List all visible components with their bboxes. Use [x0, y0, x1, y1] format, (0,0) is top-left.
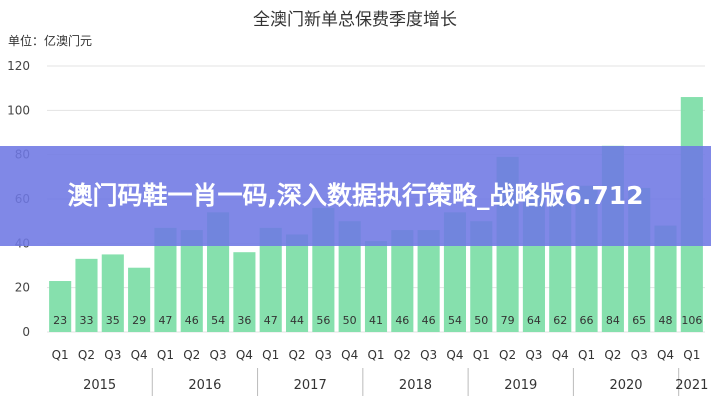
x-tick-label: Q3: [315, 348, 332, 362]
y-tick-label: 0: [22, 325, 30, 339]
x-tick-label: Q1: [578, 348, 595, 362]
bar-value-label: 33: [79, 314, 93, 327]
x-tick-label: Q2: [183, 348, 200, 362]
bar-value-label: 36: [237, 314, 251, 327]
x-tick-label: Q2: [499, 348, 516, 362]
bar-value-label: 64: [527, 314, 541, 327]
year-label: 2020: [609, 378, 642, 393]
x-tick-label: Q4: [341, 348, 358, 362]
overlay-banner: 澳门码鞋一肖一码,深入数据执行策略_战略版6.712: [0, 146, 711, 246]
year-label: 2019: [504, 378, 537, 393]
x-tick-label: Q1: [157, 348, 174, 362]
bar: [391, 230, 414, 332]
year-label: 2015: [83, 378, 116, 393]
bar-value-label: 46: [395, 314, 409, 327]
bar-value-label: 62: [553, 314, 567, 327]
bar-value-label: 29: [132, 314, 146, 327]
bar: [180, 230, 203, 332]
x-tick-label: Q1: [473, 348, 490, 362]
chart-title: 全澳门新单总保费季度增长: [253, 10, 457, 30]
bar: [285, 234, 309, 332]
bar-value-label: 48: [659, 314, 673, 327]
y-tick-label: 100: [7, 103, 30, 117]
bar: [49, 281, 72, 332]
x-tick-label: Q2: [78, 348, 95, 362]
bar-value-label: 46: [422, 314, 436, 327]
bar-value-label: 47: [158, 314, 172, 327]
data-labels: 23 33 35 29 47 46 54 36 47 44 56 50 41 46 46 54 50 79 64 62…: [53, 314, 702, 327]
bar: [417, 230, 440, 332]
bar: [259, 227, 282, 332]
bar: [364, 241, 388, 332]
bar-value-label: 54: [211, 314, 225, 327]
bar-value-label: 54: [448, 314, 462, 327]
x-tick-label: Q1: [683, 348, 700, 362]
bar: [233, 252, 256, 332]
bar-value-label: 23: [53, 314, 67, 327]
x-tick-label: Q2: [394, 348, 411, 362]
x-tick-label: Q4: [552, 348, 569, 362]
bar-value-label: 46: [185, 314, 199, 327]
x-axis-quarter-ticks: Q1 Q2 Q3 Q4 Q1 Q2 Q3 Q4 Q1 Q2 Q3 Q4 Q1 Q2 Q3 Q4 Q1 Q2 Q3 Q4…: [52, 348, 701, 362]
bar-value-label: 65: [632, 314, 646, 327]
year-label: 2016: [188, 378, 221, 393]
year-label: 2018: [399, 378, 432, 393]
bar-value-label: 35: [106, 314, 120, 327]
x-tick-label: Q3: [210, 348, 227, 362]
x-axis-year-groups: 2015 2016 2017 2018 2019 2020 2021: [83, 368, 708, 396]
unit-label: 单位：亿澳门元: [8, 33, 92, 48]
bar-value-label: 66: [580, 314, 594, 327]
bar: [654, 225, 677, 332]
x-tick-label: Q3: [104, 348, 121, 362]
year-label: 2021: [675, 378, 708, 393]
bar: [470, 221, 493, 332]
x-tick-label: Q4: [657, 348, 674, 362]
bar-value-label: 84: [606, 314, 620, 327]
bar-value-label: 47: [264, 314, 278, 327]
x-tick-label: Q2: [604, 348, 621, 362]
y-tick-label: 20: [15, 281, 30, 295]
bar-value-label: 50: [474, 314, 488, 327]
bar: [75, 258, 98, 332]
bar: [154, 227, 177, 332]
bar: [128, 267, 151, 332]
bar-value-label: 79: [501, 314, 515, 327]
bar: [338, 221, 361, 332]
x-tick-label: Q4: [446, 348, 463, 362]
x-tick-label: Q3: [631, 348, 648, 362]
bar-value-label: 50: [343, 314, 357, 327]
x-tick-label: Q4: [131, 348, 148, 362]
x-tick-label: Q4: [236, 348, 253, 362]
bar-value-label: 56: [316, 314, 330, 327]
x-tick-label: Q1: [52, 348, 69, 362]
x-tick-label: Q2: [288, 348, 305, 362]
year-label: 2017: [294, 378, 327, 393]
banner-text: 澳门码鞋一肖一码,深入数据执行策略_战略版6.712: [67, 181, 644, 210]
bar-value-label: 44: [290, 314, 304, 327]
bar-value-label: 106: [681, 314, 702, 327]
bar: [101, 254, 124, 332]
x-tick-label: Q1: [367, 348, 384, 362]
x-tick-label: Q1: [262, 348, 279, 362]
x-tick-label: Q3: [420, 348, 437, 362]
x-tick-label: Q3: [525, 348, 542, 362]
y-tick-label: 120: [7, 59, 30, 73]
bar-value-label: 41: [369, 314, 383, 327]
